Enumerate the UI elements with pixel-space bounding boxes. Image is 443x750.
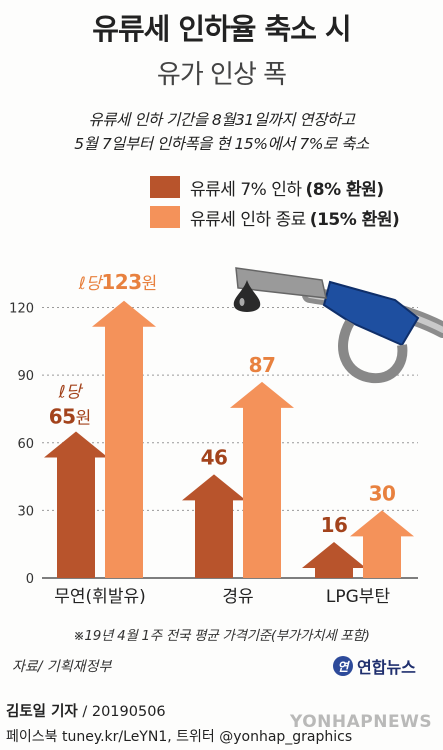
legend-swatch-series1 bbox=[150, 176, 180, 198]
legend-swatch-series2 bbox=[150, 206, 180, 228]
y-tick-label: 30 bbox=[17, 504, 34, 519]
brand-name: 연합뉴스 bbox=[357, 658, 416, 677]
legend-highlight-series1: (8% 환원) bbox=[305, 179, 384, 200]
fuel-nozzle-icon bbox=[322, 280, 420, 347]
y-tick-label: 0 bbox=[26, 572, 34, 587]
reporter-name: 김토일 기자 bbox=[6, 704, 78, 720]
category-label: LPG부탄 bbox=[326, 587, 391, 607]
legend-label-series1: 유류세 7% 인하 bbox=[190, 179, 302, 200]
legend-item-series2: 유류세 인하 종료 (15% 환원) bbox=[150, 205, 400, 230]
social-links: 페이스북 tuney.kr/LeYN1, 트위터 @yonhap_graphic… bbox=[6, 729, 353, 745]
note-line-1: 유류세 인하 기간을 8월31일까지 연장하고 bbox=[88, 111, 355, 129]
bar-series1 bbox=[302, 541, 366, 578]
nozzle-handle bbox=[338, 319, 408, 384]
value-label-series2: 30 bbox=[369, 481, 396, 505]
bar-series1 bbox=[44, 431, 108, 578]
category-label: 무연(휘발유) bbox=[54, 587, 145, 607]
credit-line: 김토일 기자 / 20190506 bbox=[6, 700, 166, 721]
publish-date: / 20190506 bbox=[82, 704, 166, 720]
page-title: 유류세 인하율 축소 시 bbox=[92, 12, 351, 46]
legend-item-series1: 유류세 7% 인하 (8% 환원) bbox=[150, 175, 384, 200]
y-tick-label: 60 bbox=[17, 437, 34, 452]
value-label-series2: 87 bbox=[249, 353, 276, 377]
footnote: ※19년 4월 1주 전국 평균 가격기준(부가가치세 포함) bbox=[73, 628, 370, 644]
value-label-series1: 16 bbox=[321, 513, 348, 537]
bar-series2 bbox=[350, 510, 414, 578]
brand-logo: 연 연합뉴스 bbox=[333, 653, 416, 679]
y-tick-label: 90 bbox=[17, 369, 34, 384]
y-tick-label: 120 bbox=[9, 302, 34, 317]
legend-label-series2: 유류세 인하 종료 bbox=[190, 209, 306, 230]
value-label-series2: ℓ당123원 bbox=[78, 270, 158, 294]
source-label: 자료/ 기획재정부 bbox=[12, 659, 112, 675]
bar-series2 bbox=[230, 381, 294, 578]
bar-series2 bbox=[92, 300, 156, 578]
category-label: 경유 bbox=[222, 587, 253, 607]
legend-highlight-series2: (15% 환원) bbox=[309, 209, 400, 230]
nozzle-spout bbox=[235, 267, 327, 299]
fuel-nozzle-illustration bbox=[233, 267, 443, 384]
page-subtitle: 유가 인상 폭 bbox=[156, 60, 287, 90]
value-label-series1: 65원 bbox=[49, 405, 91, 429]
brand-mark-icon: 연 bbox=[333, 656, 353, 676]
note-line-2: 5월 7일부터 인하폭을 현 15%에서 7%로 축소 bbox=[74, 135, 369, 153]
watermark: YONHAPNEWS bbox=[290, 712, 433, 732]
bar-series1 bbox=[182, 474, 246, 578]
unit-label-series1: ℓ당 bbox=[58, 383, 84, 403]
value-label-series1: 46 bbox=[201, 445, 228, 469]
